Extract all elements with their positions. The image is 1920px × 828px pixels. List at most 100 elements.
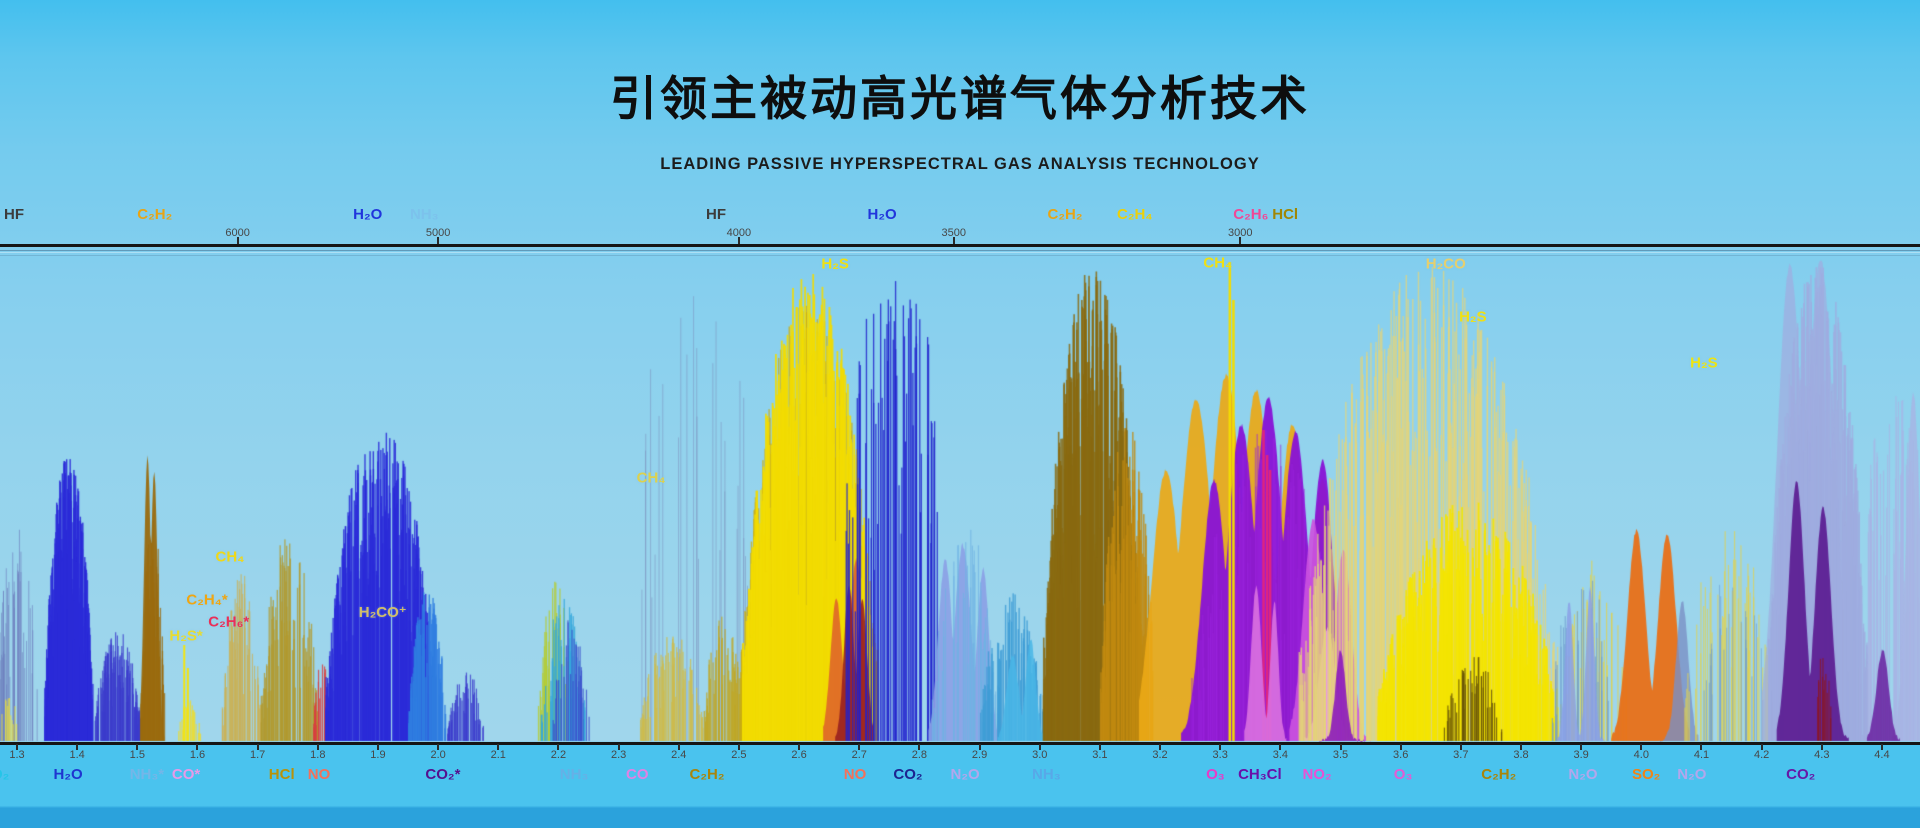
top-tick-mark-4000 [737,237,740,245]
bottom-tick-label-2.3: 2.3 [610,749,627,761]
bottom-tick-label-2.1: 2.1 [490,749,506,761]
gas-label-bottom-n-o: N₂O [1568,766,1598,783]
gas-label-plot-ch-: CH₄ [1203,254,1233,272]
top-axis-line [0,244,1920,247]
bottom-tick-label-2.4: 2.4 [671,749,687,761]
bottom-tick-mark-4.4 [1880,744,1883,750]
bottom-tick-mark-4.0 [1640,744,1643,750]
bottom-tick-mark-3.2 [1159,744,1162,750]
top-tick-mark-3000 [1239,237,1242,245]
gas-label-bottom-ch-cl: CH₃Cl [1238,766,1282,783]
gas-label-plot-h-s: H₂S [1690,354,1718,372]
bottom-tick-mark-1.7 [256,744,259,750]
top-tick-label-4000: 4000 [726,227,752,239]
top-tick-mark-3500 [952,237,955,245]
gas-label-top-c-h-: C₂H₂ [1047,206,1083,223]
bottom-tick-label-3.2: 3.2 [1152,749,1168,761]
page-subtitle: LEADING PASSIVE HYPERSPECTRAL GAS ANALYS… [660,155,1260,173]
gas-label-top-c-h-: C₂H₂ [137,206,173,223]
gas-label-bottom-o-: O₃ [1206,766,1225,783]
bottom-tick-label-1.8: 1.8 [310,749,326,761]
bottom-tick-label-3.4: 3.4 [1272,749,1289,761]
top-tick-label-6000: 6000 [225,227,250,239]
bottom-tick-mark-2.9 [978,744,981,750]
bottom-tick-mark-2.2 [557,744,560,750]
bottom-tick-label-2.2: 2.2 [550,749,567,761]
gas-label-top-c-h-: C₂H₄ [1117,206,1153,223]
gas-label-bottom-c-h-: C₂H₂ [689,766,725,783]
gas-label-bottom-co-: CO₂ [893,766,923,783]
gas-label-top-nh-: NH₃ [409,206,439,223]
gas-label-top-c-h-: C₂H₆ [1233,206,1269,223]
gas-label-bottom-co-: CO₂ [1786,766,1816,783]
bottom-tick-mark-2.8 [918,744,921,750]
bottom-tick-label-2.7: 2.7 [851,749,867,761]
gas-label-plot-h-co-: H₂CO⁺ [358,604,407,621]
top-axis-hairline-1 [0,250,1920,251]
bottom-tick-label-3.8: 3.8 [1513,749,1529,761]
bottom-tick-mark-1.9 [376,744,379,750]
bottom-tick-mark-2.5 [737,744,740,750]
bottom-tick-label-4.1: 4.1 [1693,749,1710,761]
bottom-tick-mark-1.8 [316,744,319,750]
top-tick-label-5000: 5000 [425,227,451,239]
bottom-tick-label-4.4: 4.4 [1874,749,1890,761]
bottom-tick-mark-3.3 [1219,744,1222,750]
bottom-tick-mark-3.0 [1038,744,1041,750]
bottom-tick-mark-3.8 [1520,744,1522,750]
bottom-tick-label-3.3: 3.3 [1212,749,1228,761]
gas-label-bottom-nh-: NH₃* [129,766,165,783]
gas-label-bottom-hcl: HCl [268,766,295,783]
gas-label-bottom-no: NO [843,766,867,783]
bottom-tick-mark-3.9 [1580,744,1583,750]
bottom-tick-mark-2.4 [677,744,680,750]
gas-label-bottom-co: CO [625,766,649,783]
gas-label-bottom-h-o: H₂O [53,766,83,783]
gas-label-top-hf: HF [706,206,727,223]
gas-label-plot-h-s: H₂S [1459,308,1487,326]
bottom-tick-label-3.1: 3.1 [1092,749,1108,761]
bottom-tick-mark-3.7 [1459,744,1462,750]
bottom-tick-label-4.0: 4.0 [1633,749,1649,761]
bottom-tick-mark-4.3 [1820,744,1823,750]
gas-label-bottom-n-o: N₂O [1677,766,1707,783]
bottom-tick-label-3.9: 3.9 [1573,749,1589,761]
bottom-tick-mark-3.1 [1098,744,1101,750]
bottom-tick-mark-3.5 [1339,744,1342,750]
bottom-tick-mark-2.3 [617,744,620,750]
gas-label-bottom-c-h-: C₂H₂ [1481,766,1517,783]
bottom-tick-mark-1.5 [136,744,139,750]
bottom-tick-label-3.0: 3.0 [1032,749,1048,761]
gas-label-top-h-o: H₂O [353,206,383,223]
bottom-tick-label-3.6: 3.6 [1393,749,1409,761]
bottom-tick-mark-4.1 [1700,744,1703,750]
gas-label-bottom-no: NO [307,766,331,783]
gas-label-bottom-nh-: NH₃ [1032,766,1061,783]
gas-label-plot-ch-: CH₄ [636,469,666,487]
bottom-tick-mark-4.2 [1760,744,1763,750]
bottom-tick-label-2.0: 2.0 [430,749,446,761]
bottom-tick-mark-1.6 [196,744,199,750]
gas-label-bottom-o-: O₂ [0,766,10,783]
top-tick-mark-6000 [236,237,239,245]
bottom-tick-label-1.5: 1.5 [129,749,145,761]
gas-label-top-hf: HF [3,206,24,223]
bottom-tick-mark-2.6 [798,744,801,750]
bottom-tick-label-3.7: 3.7 [1453,749,1469,761]
gas-label-bottom-so-: SO₂ [1631,766,1661,783]
gas-label-bottom-co-: CO₂* [425,766,461,783]
bottom-tick-label-3.5: 3.5 [1332,749,1349,761]
gas-label-bottom-o-: O₃ [1393,766,1413,783]
gas-label-top-hcl: HCl [1272,206,1299,223]
bottom-tick-mark-3.6 [1399,744,1402,750]
gas-label-bottom-nh-: NH₃ [559,766,589,783]
top-tick-mark-5000 [437,237,440,245]
bottom-tick-mark-1.3 [16,744,18,750]
gas-label-top-h-o: H₂O [867,206,897,223]
bottom-tick-label-1.9: 1.9 [370,749,386,761]
bottom-tick-label-1.4: 1.4 [69,749,85,761]
gas-label-plot-c-h-: C₂H₆* [208,613,250,631]
bottom-tick-label-1.6: 1.6 [189,749,206,761]
